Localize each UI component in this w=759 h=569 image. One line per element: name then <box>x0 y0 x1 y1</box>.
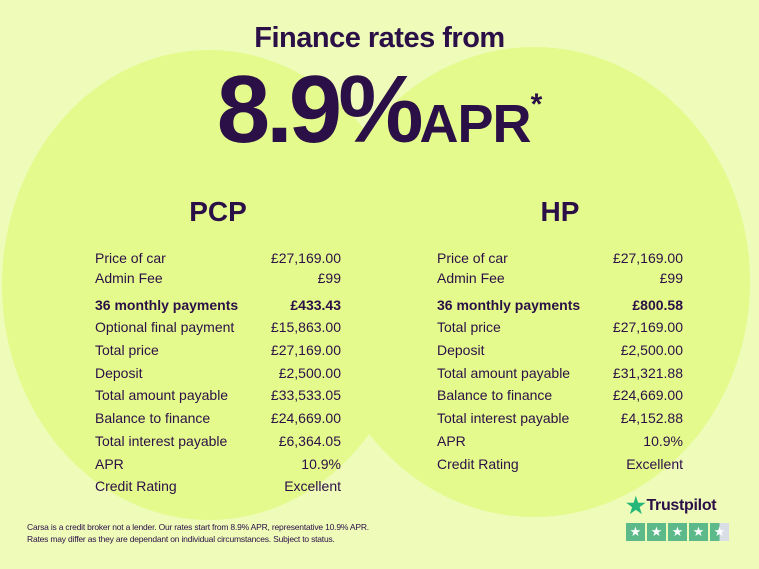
table-row: Credit Rating Excellent <box>437 453 683 476</box>
plan-title: HP <box>540 196 580 227</box>
row-label: APR <box>95 455 124 472</box>
trustpilot-badge[interactable]: ★ Trustpilot ★ ★ ★ ★ ★ <box>626 493 729 541</box>
row-label: Balance to finance <box>437 387 553 404</box>
table-row: 36 monthly payments £800.58 <box>437 294 683 317</box>
table-row: Total amount payable £33,533.05 <box>95 384 341 407</box>
table-row: Deposit £2,500.00 <box>95 362 341 385</box>
row-value: £33,533.05 <box>270 387 341 404</box>
trustpilot-logo: ★ Trustpilot <box>626 493 729 519</box>
star-icon: ★ <box>626 523 645 541</box>
plan-hp: HP Price of car £27,169.00 Admin Fee £99 36 … <box>437 196 683 475</box>
row-value: Excellent <box>626 455 683 472</box>
table-row: Total price £27,169.00 <box>95 339 341 362</box>
row-value: £2,500.00 <box>620 342 683 359</box>
row-value: £31,321.88 <box>612 364 683 381</box>
row-label: Admin Fee <box>95 270 163 286</box>
table-row: Balance to finance £24,669.00 <box>95 407 341 430</box>
table-row: Optional final payment £15,863.00 <box>95 316 341 339</box>
row-value: Excellent <box>284 478 341 495</box>
row-value: £99 <box>659 270 683 286</box>
rate-apr-label: APR <box>419 94 532 154</box>
row-label: 36 monthly payments <box>437 296 581 313</box>
table-row: Admin Fee £99 <box>95 267 341 290</box>
table-row: 36 monthly payments £433.43 <box>95 294 341 317</box>
background-circle-right <box>318 47 750 517</box>
row-value: £6,364.05 <box>278 432 341 449</box>
row-value: £4,152.88 <box>620 410 683 427</box>
row-value: £2,500.00 <box>278 364 341 381</box>
row-label: Optional final payment <box>95 319 235 336</box>
row-value: 10.9% <box>643 432 683 449</box>
star-icon: ★ <box>668 523 687 541</box>
star-icon: ★ <box>689 523 708 541</box>
table-row: Total amount payable £31,321.88 <box>437 362 683 385</box>
disclaimer-line: Carsa is a credit broker not a lender. O… <box>27 522 369 532</box>
row-label: Total price <box>437 319 501 336</box>
trustpilot-rating: ★ ★ ★ ★ ★ <box>626 523 729 541</box>
table-row: Price of car £27,169.00 <box>95 250 341 267</box>
table-row: Admin Fee £99 <box>437 267 683 290</box>
row-value: £27,169.00 <box>270 250 341 266</box>
row-value: £800.58 <box>632 296 683 313</box>
row-value: £433.43 <box>290 296 341 313</box>
disclaimer-line: Rates may differ as they are dependant o… <box>27 534 335 544</box>
row-label: Deposit <box>95 364 143 381</box>
row-value: £27,169.00 <box>612 250 683 266</box>
table-row: Credit Rating Excellent <box>95 475 341 498</box>
trustpilot-label: Trustpilot <box>646 497 717 514</box>
row-value: 10.9% <box>301 455 341 472</box>
table-row: Total interest payable £6,364.05 <box>95 430 341 453</box>
table-row: Total price £27,169.00 <box>437 316 683 339</box>
row-label: Price of car <box>437 250 508 266</box>
row-label: Price of car <box>95 250 166 266</box>
row-value: £15,863.00 <box>270 319 341 336</box>
row-label: Credit Rating <box>95 478 177 495</box>
table-row: APR 10.9% <box>437 430 683 453</box>
row-label: 36 monthly payments <box>95 296 239 313</box>
row-label: Deposit <box>437 342 485 359</box>
row-value: £27,169.00 <box>270 342 341 359</box>
row-label: Credit Rating <box>437 455 519 472</box>
half-star-icon: ★ <box>710 523 729 541</box>
rate-asterisk: * <box>530 88 543 121</box>
row-label: Total interest payable <box>95 432 228 449</box>
rate-value: 8.9% <box>216 56 424 163</box>
row-label: Total interest payable <box>437 410 570 427</box>
row-value: £99 <box>317 270 341 286</box>
plan-title: PCP <box>189 196 247 227</box>
row-label: APR <box>437 432 466 449</box>
row-value: £27,169.00 <box>612 319 683 336</box>
plan-pcp: PCP Price of car £27,169.00 Admin Fee £99 36… <box>95 196 341 498</box>
table-row: Deposit £2,500.00 <box>437 339 683 362</box>
row-label: Total amount payable <box>95 387 229 404</box>
table-row: Total interest payable £4,152.88 <box>437 407 683 430</box>
rate-display: 8.9%APR* <box>0 60 759 160</box>
headline: Finance rates from <box>254 22 505 54</box>
table-row: APR 10.9% <box>95 453 341 476</box>
row-label: Admin Fee <box>437 270 505 286</box>
disclaimer: Carsa is a credit broker not a lender. O… <box>27 521 369 545</box>
row-value: £24,669.00 <box>612 387 683 404</box>
trustpilot-star-icon: ★ <box>626 493 646 518</box>
row-value: £24,669.00 <box>270 410 341 427</box>
row-label: Balance to finance <box>95 410 211 427</box>
star-icon: ★ <box>647 523 666 541</box>
row-label: Total amount payable <box>437 364 571 381</box>
row-label: Total price <box>95 342 159 359</box>
table-row: Price of car £27,169.00 <box>437 250 683 267</box>
table-row: Balance to finance £24,669.00 <box>437 384 683 407</box>
